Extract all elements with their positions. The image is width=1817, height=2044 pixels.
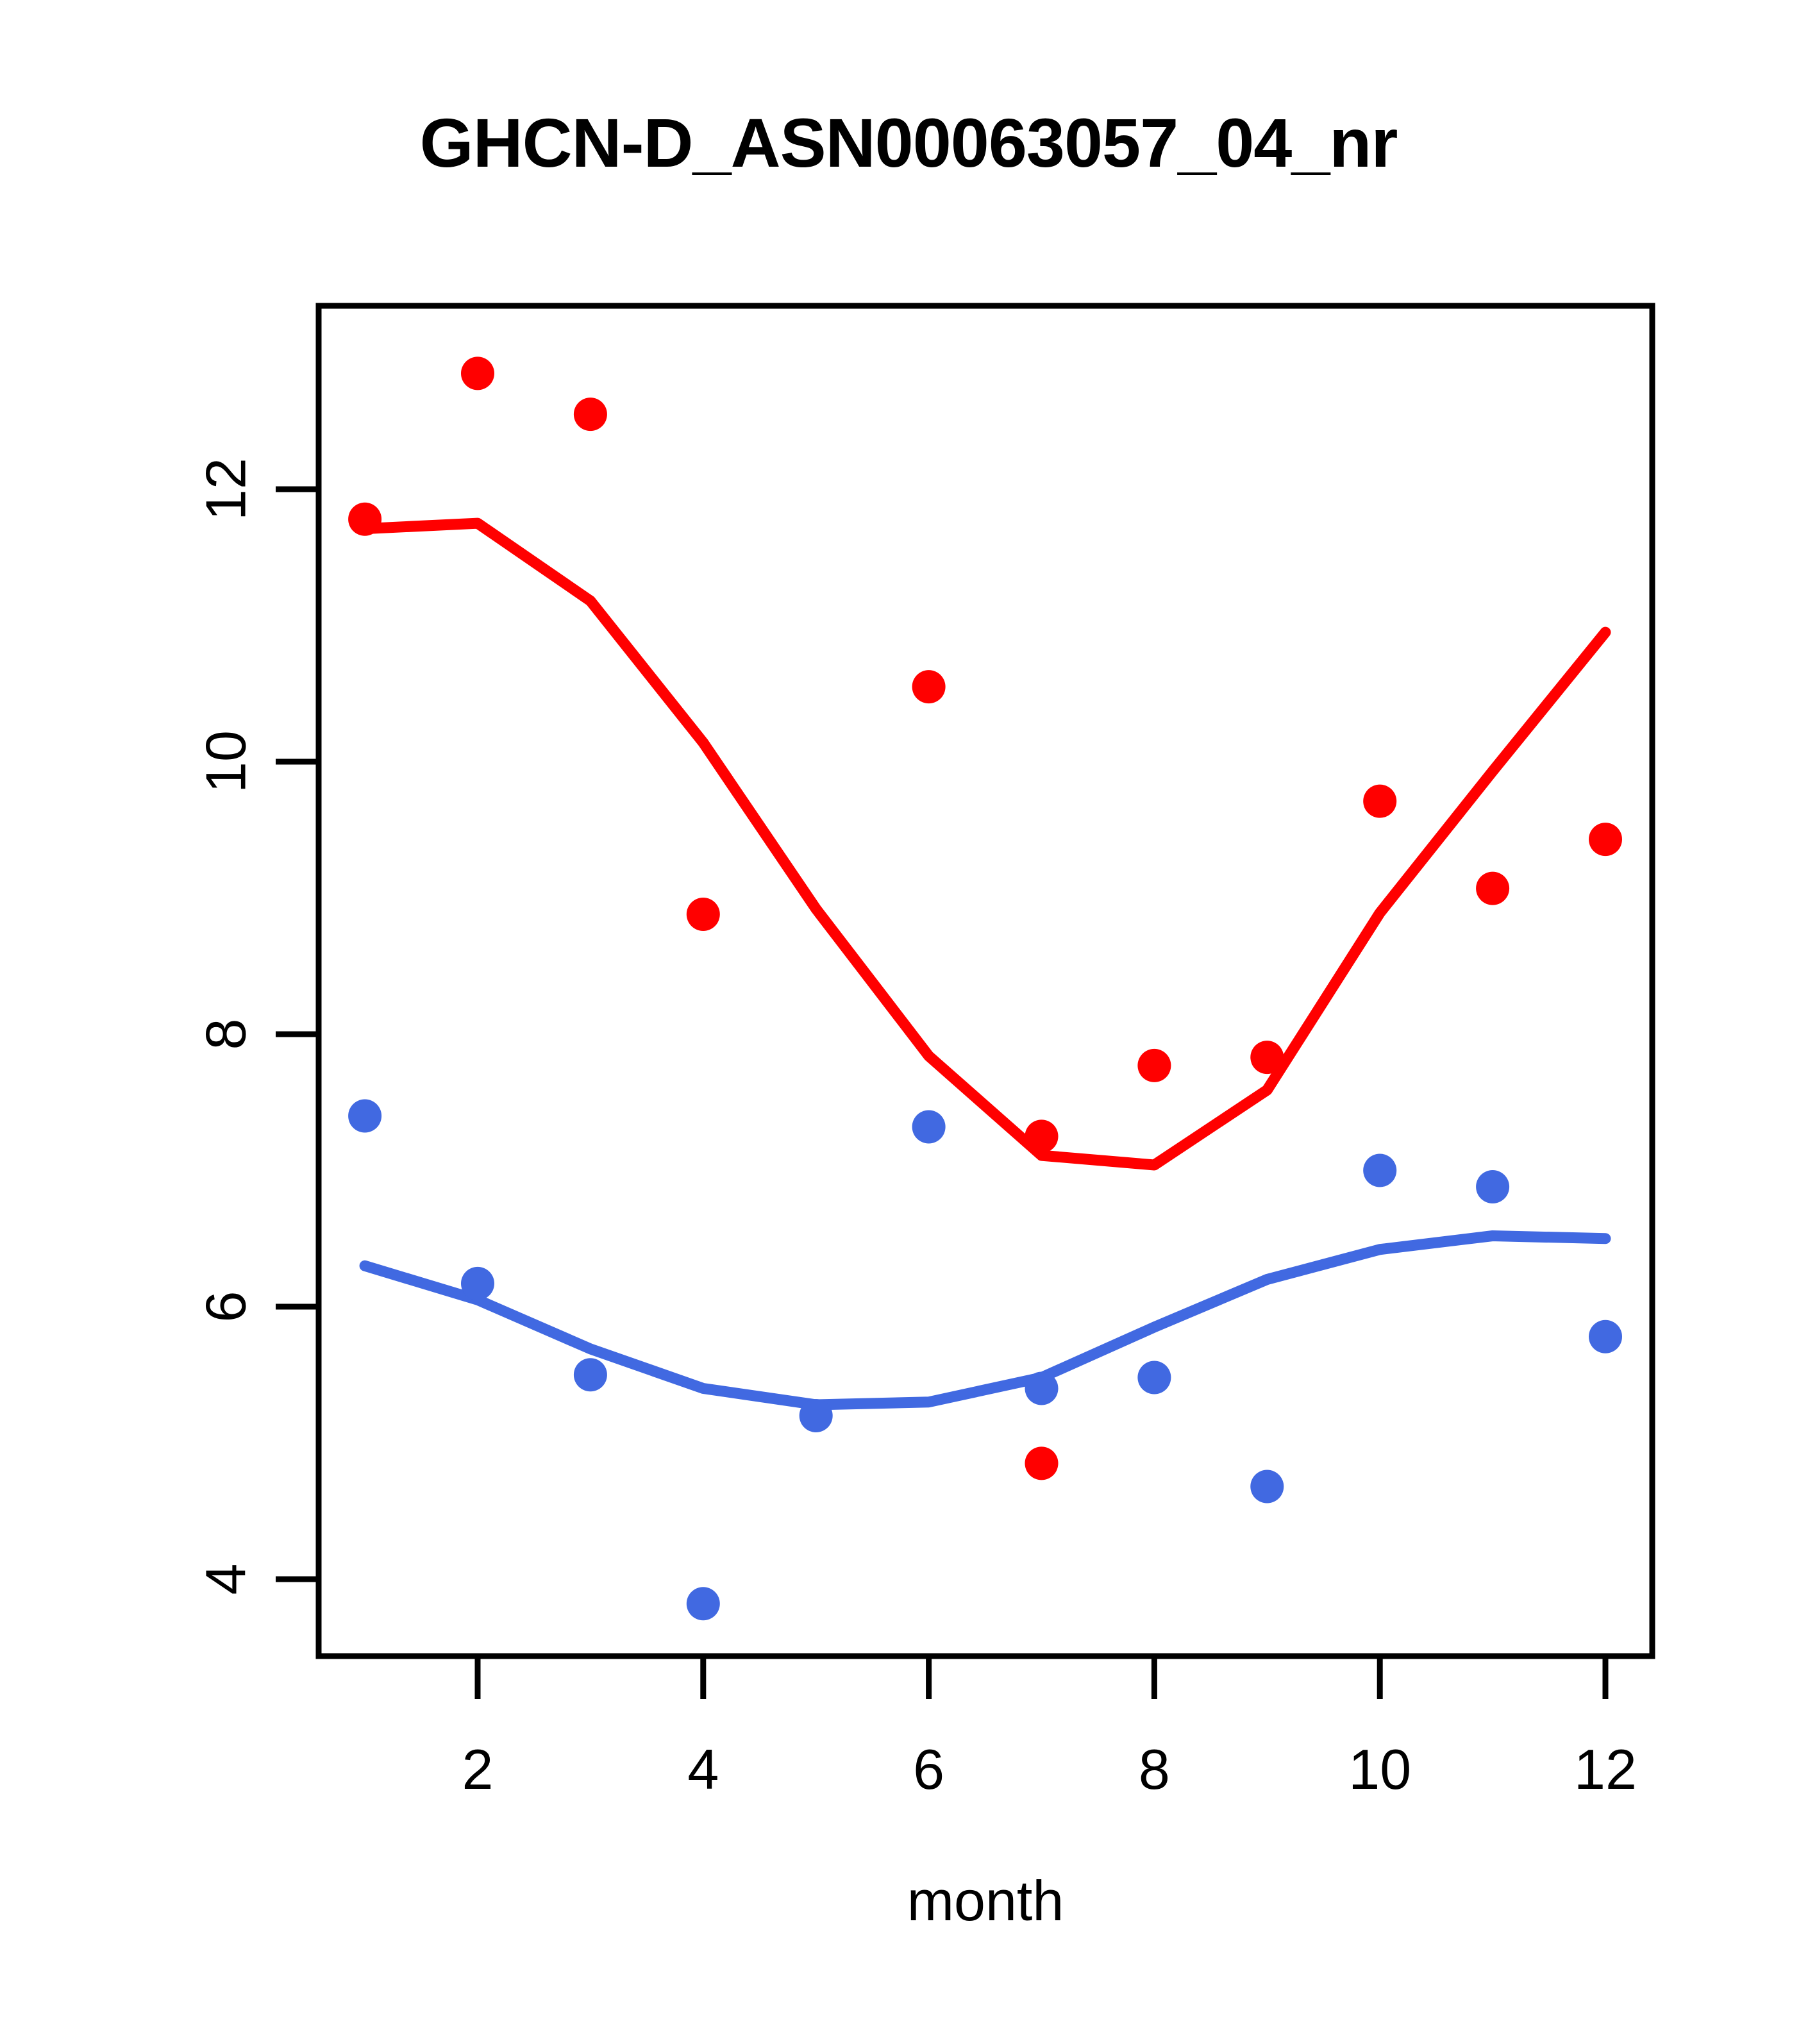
data-point (573, 1358, 607, 1392)
data-point (1476, 871, 1510, 905)
x-tick-label: 2 (462, 1738, 494, 1801)
data-point (1137, 1361, 1171, 1395)
blue-data-points (348, 1099, 1622, 1621)
data-point (686, 1587, 720, 1621)
blue-trend-line (359, 1230, 1611, 1411)
x-tick-label: 6 (913, 1738, 944, 1801)
data-point (912, 1110, 946, 1144)
data-point (348, 502, 382, 536)
data-point (1476, 1170, 1510, 1203)
plot-frame (315, 303, 1655, 1659)
data-point (1589, 1319, 1622, 1353)
x-axis-tick-labels: 2 4 6 8 10 12 (462, 1738, 1637, 1801)
data-point (573, 398, 607, 431)
data-point (912, 670, 946, 704)
x-axis-ticks (474, 1656, 1609, 1699)
red-data-points (348, 356, 1622, 1480)
data-point (348, 1099, 382, 1133)
data-point (1250, 1041, 1284, 1075)
data-point (1025, 1119, 1059, 1153)
data-point (461, 356, 494, 390)
data-point (686, 898, 720, 931)
data-point (1137, 1048, 1171, 1082)
x-tick-label: 8 (1139, 1738, 1170, 1801)
y-tick-label: 6 (194, 1291, 258, 1323)
y-tick-label: 10 (194, 730, 258, 793)
y-tick-label: 4 (194, 1564, 258, 1595)
data-point (1025, 1446, 1059, 1480)
y-axis-ticks (276, 486, 319, 1582)
page-title: GHCN-D_ASN00063057_04_nr (419, 104, 1398, 181)
x-axis-title: month (907, 1869, 1064, 1932)
red-line (359, 517, 1611, 1171)
data-point (1363, 1153, 1397, 1187)
data-point (461, 1266, 494, 1300)
x-tick-label: 4 (687, 1738, 719, 1801)
data-point (1025, 1371, 1059, 1405)
blue-line (359, 1230, 1611, 1411)
red-trend-line (359, 517, 1611, 1171)
data-point (1589, 823, 1622, 857)
x-tick-label: 10 (1348, 1738, 1411, 1801)
x-tick-label: 12 (1574, 1738, 1637, 1801)
y-tick-label: 12 (194, 458, 258, 521)
data-point (799, 1399, 833, 1432)
y-tick-label: 8 (194, 1019, 258, 1050)
y-axis-tick-labels: 4 6 8 10 12 (194, 458, 258, 1595)
data-point (1363, 784, 1397, 818)
data-point (1250, 1470, 1284, 1504)
